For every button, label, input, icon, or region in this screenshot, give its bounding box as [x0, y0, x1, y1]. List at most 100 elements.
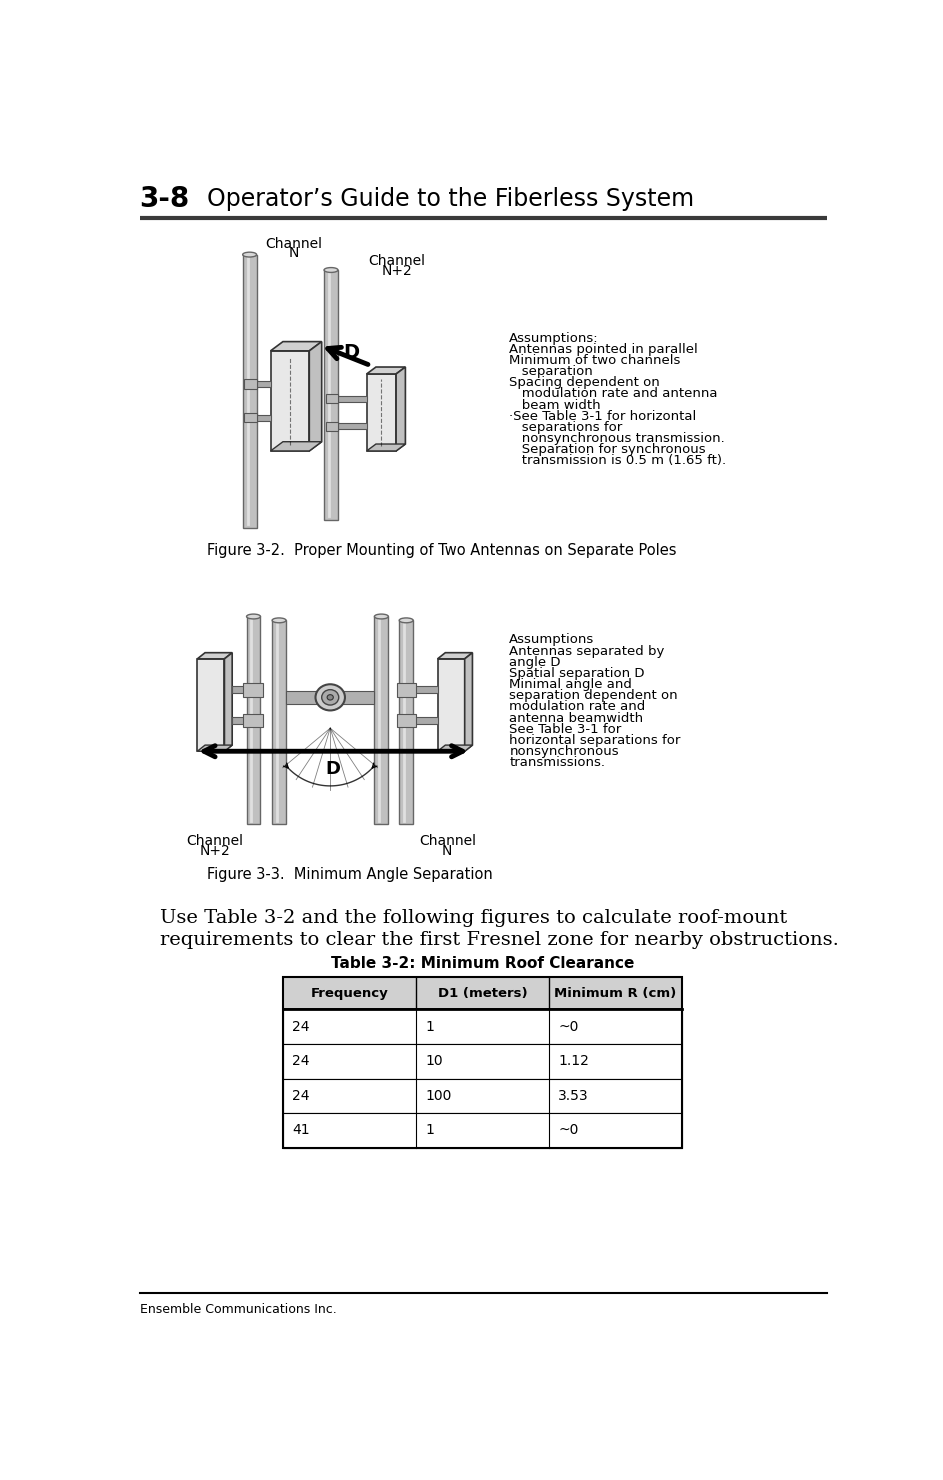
- Polygon shape: [396, 367, 405, 451]
- Text: Minimum of two channels: Minimum of two channels: [509, 354, 681, 367]
- Polygon shape: [197, 744, 232, 752]
- Text: Minimal angle and: Minimal angle and: [509, 678, 632, 691]
- Polygon shape: [374, 617, 389, 824]
- Text: antenna beamwidth: antenna beamwidth: [509, 712, 643, 725]
- Polygon shape: [197, 659, 224, 752]
- Text: Channel: Channel: [187, 833, 243, 848]
- Text: Table 3-2: Minimum Roof Clearance: Table 3-2: Minimum Roof Clearance: [331, 956, 635, 971]
- Polygon shape: [283, 1009, 682, 1043]
- Text: transmissions.: transmissions.: [509, 756, 605, 770]
- Text: beam width: beam width: [509, 398, 601, 411]
- Text: requirements to clear the first Fresnel zone for nearby obstructions.: requirements to clear the first Fresnel …: [160, 931, 839, 949]
- Text: D: D: [343, 343, 359, 363]
- Polygon shape: [256, 380, 271, 388]
- Ellipse shape: [327, 694, 333, 700]
- Text: 3.53: 3.53: [558, 1089, 589, 1103]
- Ellipse shape: [242, 252, 256, 258]
- Ellipse shape: [322, 690, 339, 704]
- Polygon shape: [283, 977, 682, 1009]
- Polygon shape: [342, 691, 374, 703]
- Polygon shape: [438, 744, 472, 752]
- Polygon shape: [324, 269, 338, 521]
- Text: 24: 24: [292, 1089, 309, 1103]
- Ellipse shape: [324, 268, 338, 272]
- Polygon shape: [232, 716, 246, 724]
- Text: Minimum R (cm): Minimum R (cm): [554, 987, 677, 999]
- Text: transmission is 0.5 m (1.65 ft).: transmission is 0.5 m (1.65 ft).: [509, 454, 726, 468]
- Polygon shape: [242, 255, 256, 528]
- Text: Channel: Channel: [369, 255, 425, 268]
- Polygon shape: [283, 1043, 682, 1079]
- Text: modulation rate and antenna: modulation rate and antenna: [509, 388, 718, 401]
- Text: N: N: [289, 246, 299, 260]
- Text: horizontal separations for: horizontal separations for: [509, 734, 681, 747]
- Text: Assumptions: Assumptions: [509, 633, 594, 647]
- Text: Antennas separated by: Antennas separated by: [509, 645, 665, 657]
- Polygon shape: [438, 659, 465, 752]
- Polygon shape: [197, 653, 232, 659]
- Polygon shape: [465, 653, 472, 752]
- Text: D1 (meters): D1 (meters): [438, 987, 527, 999]
- Polygon shape: [397, 713, 416, 727]
- Text: D: D: [326, 761, 340, 778]
- Text: Operator’s Guide to the Fiberless System: Operator’s Guide to the Fiberless System: [207, 186, 694, 212]
- Polygon shape: [273, 620, 286, 824]
- Text: 1.12: 1.12: [558, 1054, 589, 1069]
- Polygon shape: [438, 653, 472, 659]
- Ellipse shape: [273, 619, 286, 623]
- Polygon shape: [309, 342, 322, 451]
- Polygon shape: [244, 413, 256, 422]
- Polygon shape: [243, 713, 263, 727]
- Text: Figure 3-2.  Proper Mounting of Two Antennas on Separate Poles: Figure 3-2. Proper Mounting of Two Anten…: [207, 543, 676, 558]
- Text: N+2: N+2: [382, 263, 412, 278]
- Text: angle D: angle D: [509, 656, 561, 669]
- Polygon shape: [367, 374, 396, 451]
- Text: N: N: [442, 844, 453, 857]
- Polygon shape: [283, 1079, 682, 1113]
- Polygon shape: [271, 342, 322, 351]
- Text: 1: 1: [425, 1020, 434, 1033]
- Polygon shape: [243, 682, 263, 697]
- Text: nonsynchronous transmission.: nonsynchronous transmission.: [509, 432, 725, 445]
- Polygon shape: [399, 620, 413, 824]
- Ellipse shape: [246, 614, 260, 619]
- Text: Channel: Channel: [265, 237, 323, 250]
- Ellipse shape: [399, 619, 413, 623]
- Polygon shape: [413, 685, 438, 694]
- Text: Figure 3-3.  Minimum Angle Separation: Figure 3-3. Minimum Angle Separation: [207, 867, 493, 882]
- Text: Ensemble Communications Inc.: Ensemble Communications Inc.: [140, 1304, 337, 1316]
- Text: separation dependent on: separation dependent on: [509, 690, 678, 703]
- Text: separation: separation: [509, 366, 593, 377]
- Text: Assumptions:: Assumptions:: [509, 332, 599, 345]
- Text: 41: 41: [292, 1123, 310, 1138]
- Text: 1: 1: [425, 1123, 434, 1138]
- Ellipse shape: [374, 614, 389, 619]
- Ellipse shape: [316, 684, 345, 710]
- Text: N+2: N+2: [199, 844, 230, 857]
- Polygon shape: [271, 351, 309, 451]
- Text: Spatial separation D: Spatial separation D: [509, 667, 645, 679]
- Polygon shape: [413, 716, 438, 724]
- Text: Frequency: Frequency: [310, 987, 389, 999]
- Text: ~0: ~0: [558, 1123, 579, 1138]
- Text: 3-8: 3-8: [140, 185, 190, 213]
- Polygon shape: [338, 395, 367, 401]
- Text: modulation rate and: modulation rate and: [509, 700, 646, 713]
- Polygon shape: [325, 394, 338, 403]
- Polygon shape: [286, 691, 319, 703]
- Text: 10: 10: [425, 1054, 443, 1069]
- Polygon shape: [338, 423, 367, 429]
- Text: 24: 24: [292, 1054, 309, 1069]
- Text: Channel: Channel: [419, 833, 476, 848]
- Polygon shape: [325, 422, 338, 431]
- Text: 24: 24: [292, 1020, 309, 1033]
- Polygon shape: [397, 682, 416, 697]
- Polygon shape: [224, 653, 232, 752]
- Text: ~0: ~0: [558, 1020, 579, 1033]
- Text: separations for: separations for: [509, 420, 622, 434]
- Polygon shape: [367, 444, 405, 451]
- Polygon shape: [271, 441, 322, 451]
- Text: nonsynchronous: nonsynchronous: [509, 744, 619, 758]
- Polygon shape: [232, 685, 246, 694]
- Text: Antennas pointed in parallel: Antennas pointed in parallel: [509, 343, 698, 355]
